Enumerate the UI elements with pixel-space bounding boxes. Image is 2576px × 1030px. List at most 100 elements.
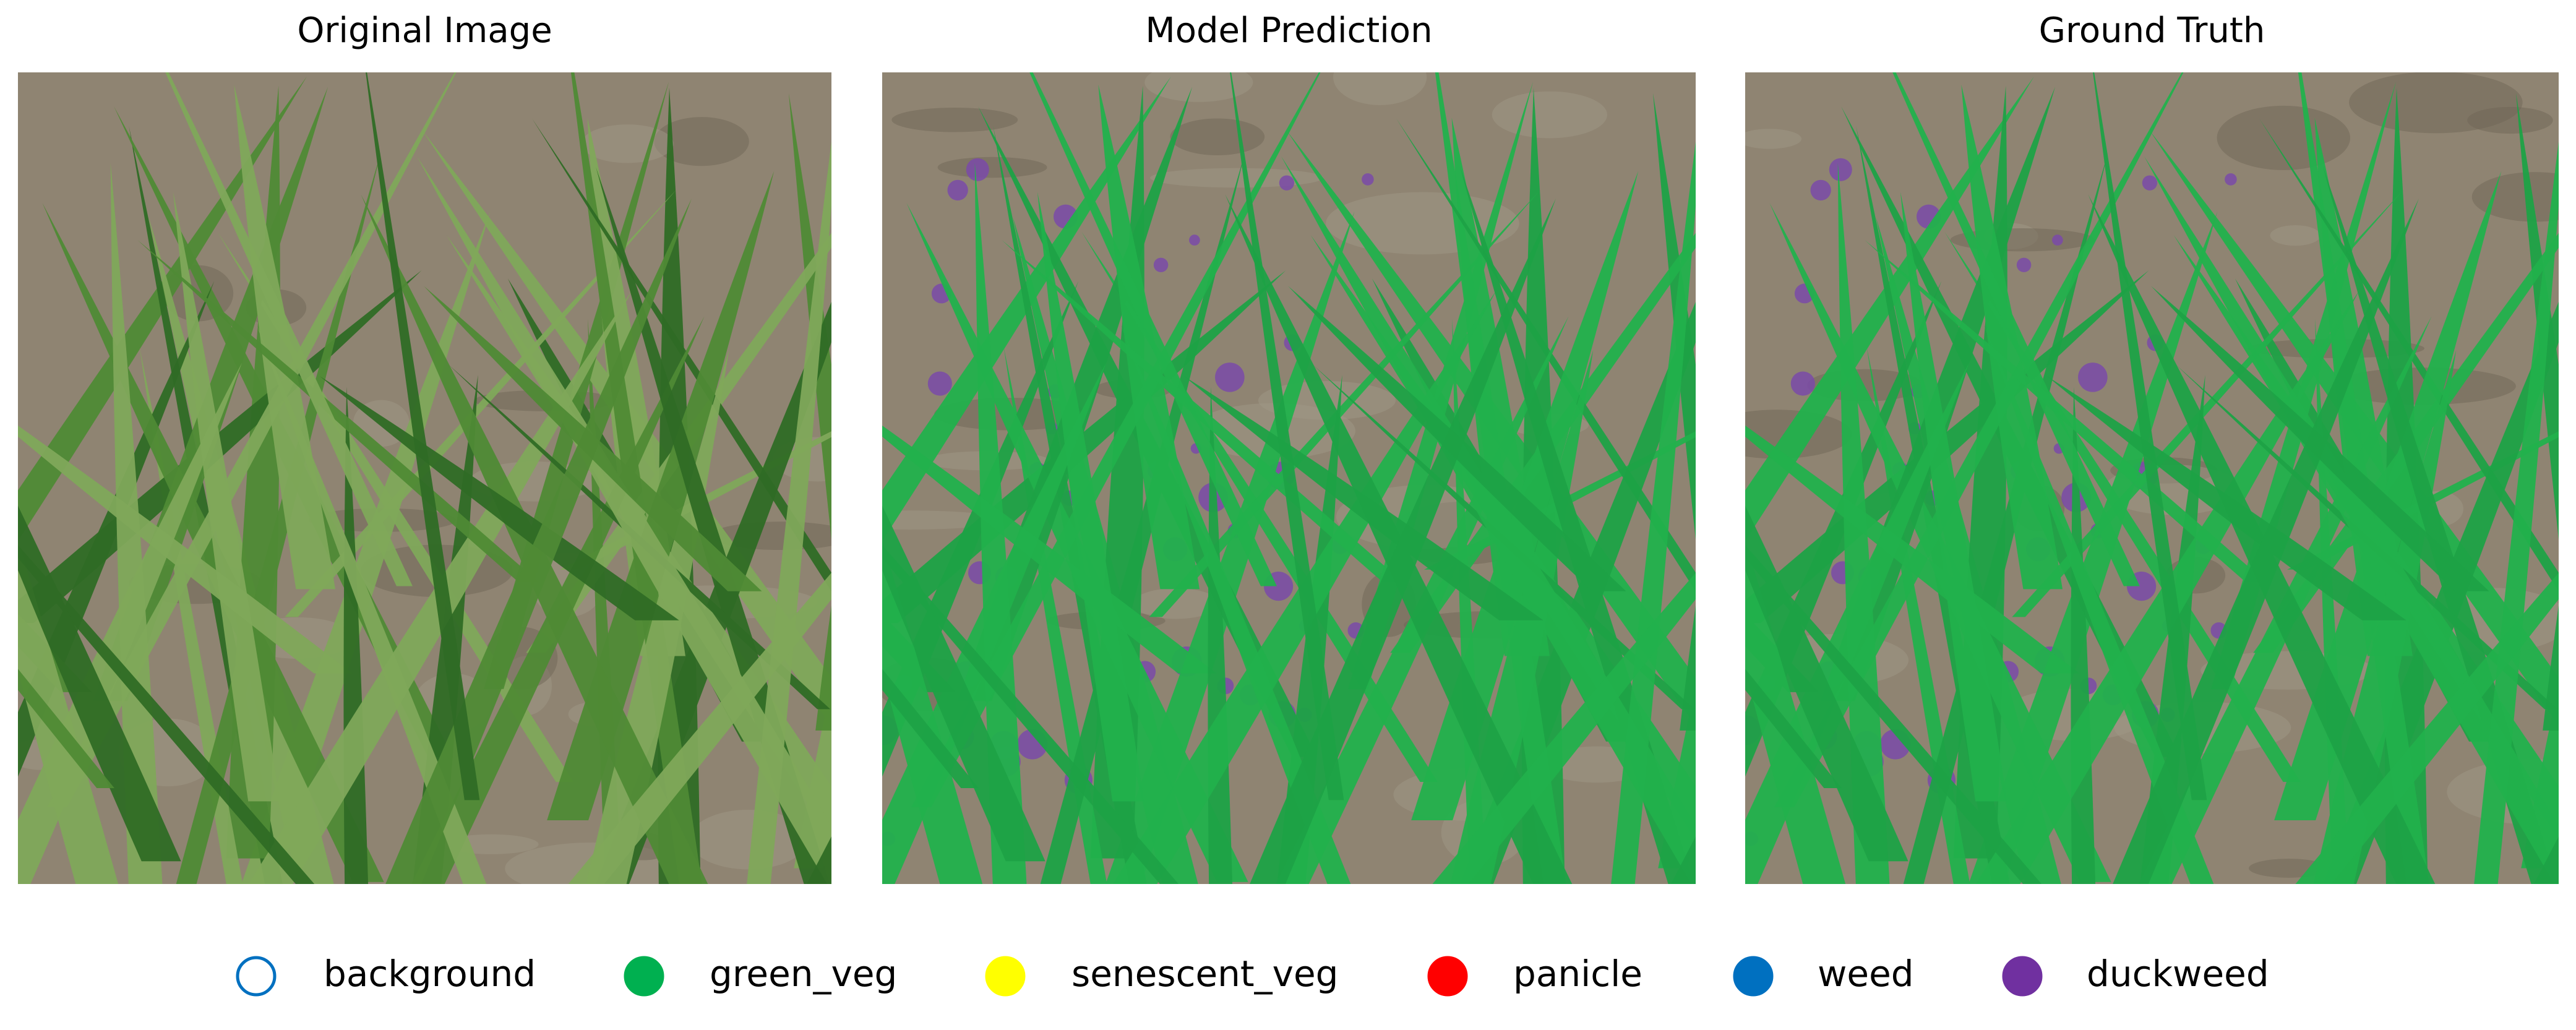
- duckweed-mask: [1279, 175, 1295, 191]
- leaf: [1611, 142, 1696, 884]
- leaf: [137, 240, 538, 582]
- leaf: [320, 376, 679, 620]
- leaf: [366, 72, 480, 800]
- leaf: [18, 505, 181, 862]
- leaf: [2047, 376, 2406, 620]
- leaf: [882, 425, 1217, 674]
- leaf: [1149, 189, 1541, 617]
- leaf: [1968, 211, 2218, 884]
- soil-patch: [1144, 72, 1253, 102]
- duckweed-mask: [1153, 257, 1169, 273]
- leaf: [1120, 325, 1351, 884]
- leaf: [568, 572, 831, 884]
- panel-image: [882, 72, 1696, 884]
- leaf: [1745, 545, 2042, 884]
- leaf: [2474, 142, 2559, 884]
- duckweed-mask: [1810, 179, 1831, 201]
- duckweed-mask: [1189, 234, 1200, 246]
- leaf: [807, 836, 831, 884]
- leaf: [2295, 572, 2559, 884]
- soil-patch: [2217, 105, 2350, 170]
- soil-patch: [581, 124, 674, 163]
- leaf: [0, 23, 1, 634]
- soil-patch: [1492, 91, 1608, 139]
- leaf: [165, 72, 413, 586]
- soil-patch: [937, 157, 1047, 178]
- legend-marker: [624, 956, 664, 997]
- leaf: [1184, 376, 1543, 620]
- leaf: [1002, 240, 1402, 582]
- duckweed-mask: [1790, 371, 1815, 396]
- leaf: [1892, 72, 2140, 586]
- leaf: [1865, 240, 2265, 582]
- leaf: [815, 605, 831, 731]
- legend-marker: [1733, 956, 1774, 997]
- duckweed-mask: [927, 371, 952, 396]
- leaf: [747, 142, 831, 884]
- legend-marker: [1427, 956, 1468, 997]
- leaf: [1983, 325, 2214, 884]
- soil-patch: [1333, 72, 1427, 105]
- leaf: [176, 153, 381, 884]
- legend-label: background: [324, 953, 536, 995]
- leaf: [2259, 119, 2559, 591]
- soil-patch: [689, 809, 808, 870]
- leaf: [18, 669, 114, 789]
- soil-patch: [2349, 72, 2523, 134]
- panel-image: [0, 23, 831, 884]
- duckweed-mask: [947, 179, 968, 201]
- panel-title: Ground Truth: [2039, 11, 2265, 51]
- leaf: [1396, 119, 1696, 591]
- panel-title: Original Image: [297, 11, 552, 51]
- leaf: [1029, 72, 1277, 586]
- panel-title: Model Prediction: [1145, 11, 1432, 51]
- duckweed-mask: [1829, 158, 1852, 181]
- duckweed-mask: [2016, 257, 2032, 273]
- duckweed-mask: [2078, 363, 2108, 392]
- leaf: [285, 189, 677, 617]
- leaf: [18, 425, 353, 674]
- leaf: [2151, 286, 2489, 591]
- leaf: [882, 545, 1179, 884]
- leaf: [1745, 505, 1908, 862]
- legend-label: senescent_veg: [1071, 953, 1338, 995]
- soil-patch: [1745, 129, 1802, 149]
- legend-label: weed: [1818, 953, 1914, 995]
- leaf: [2012, 189, 2404, 617]
- soil-patch: [1170, 118, 1265, 156]
- leaf: [1106, 211, 1355, 884]
- leaf: [911, 72, 1321, 807]
- legend-label: panicle: [1513, 953, 1642, 995]
- duckweed-mask: [2052, 234, 2063, 246]
- duckweed-mask: [2142, 175, 2158, 191]
- leaf: [1037, 192, 1144, 802]
- leaf: [1745, 425, 2080, 674]
- leaf: [1671, 836, 1696, 884]
- soil-patch: [654, 117, 749, 166]
- legend-marker: [2002, 956, 2043, 997]
- leaf: [882, 669, 979, 789]
- legend-marker: [236, 956, 277, 997]
- duckweed-mask: [2225, 173, 2237, 186]
- leaf: [1288, 286, 1626, 591]
- leaf: [18, 545, 315, 884]
- soil-patch: [2471, 172, 2559, 222]
- legend-marker: [985, 956, 1026, 997]
- leaf: [1900, 192, 2007, 802]
- leaf: [424, 286, 762, 591]
- soil-patch: [891, 107, 1018, 132]
- duckweed-mask: [1362, 173, 1374, 186]
- leaf: [1432, 572, 1696, 884]
- leaf: [1230, 72, 1344, 800]
- soil-patch: [2270, 225, 2321, 246]
- leaf: [1680, 605, 1696, 731]
- leaf: [2534, 836, 2559, 884]
- leaf: [47, 72, 457, 807]
- leaf: [882, 505, 1045, 862]
- leaf: [1745, 669, 1842, 789]
- leaf: [547, 171, 775, 821]
- leaf: [2274, 171, 2502, 821]
- leaf: [1903, 153, 2108, 884]
- legend-label: green_veg: [710, 953, 897, 995]
